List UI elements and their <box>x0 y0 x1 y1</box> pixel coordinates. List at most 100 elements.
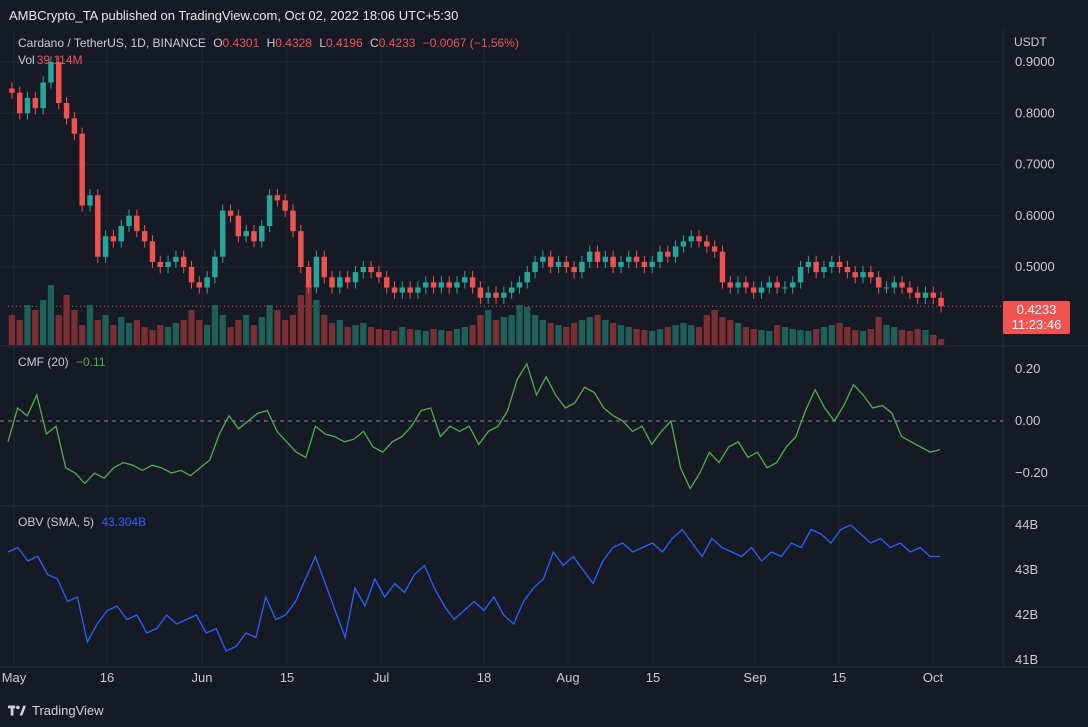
candle-body <box>344 277 351 283</box>
cmf-tick-label: 0.20 <box>1015 361 1040 376</box>
vol-label: Vol <box>18 53 35 67</box>
candle-body <box>852 272 858 278</box>
volume-bar <box>766 331 773 345</box>
candle-body <box>930 292 937 298</box>
candle-body <box>735 282 741 288</box>
volume-bar <box>118 317 125 345</box>
volume-bar <box>656 329 664 345</box>
candle-body <box>618 261 624 267</box>
volume-bar <box>828 325 835 345</box>
candle-body <box>56 62 62 103</box>
candle-body <box>360 267 367 273</box>
candle-body <box>743 282 749 288</box>
candle-body <box>774 282 780 288</box>
candle-body <box>649 261 655 267</box>
candle-body <box>555 261 562 267</box>
volume-bar <box>516 305 523 345</box>
volume-bar <box>859 331 867 345</box>
obv-panel <box>7 524 940 652</box>
volume-bar <box>227 327 234 345</box>
candle-body <box>907 287 913 293</box>
candle-body <box>594 251 601 262</box>
volume-bar <box>40 300 47 345</box>
candle-body <box>274 195 281 201</box>
volume-legend: Vol 39.114M <box>18 53 87 67</box>
volume-bar <box>703 315 710 345</box>
time-tick-label: 15 <box>646 670 660 685</box>
price-tick-label: 0.7000 <box>1015 157 1055 172</box>
candle-body <box>282 200 288 211</box>
volume-bar <box>898 330 906 345</box>
volume-bar <box>570 323 578 345</box>
candle-body <box>243 231 249 237</box>
volume-bar <box>773 325 781 345</box>
candle-body <box>766 282 773 288</box>
volume-bar <box>399 327 406 345</box>
candle-body <box>805 261 812 267</box>
candle-body <box>149 241 156 262</box>
volume-bar <box>375 329 383 345</box>
candle-body <box>727 282 734 288</box>
candle-body <box>63 103 70 119</box>
volume-bar <box>594 315 601 345</box>
obv-tick-label: 43B <box>1015 562 1038 577</box>
candle-body <box>454 282 460 288</box>
cmf-tick-label: 0.00 <box>1015 413 1040 428</box>
volume-bar <box>71 310 78 345</box>
candle-body <box>368 267 374 273</box>
candle-body <box>313 256 320 288</box>
price-tick-label: 0.8000 <box>1015 105 1055 120</box>
volume-bar <box>695 327 703 345</box>
candle-body <box>102 236 109 257</box>
volume-bar <box>469 325 476 345</box>
volume-bar <box>922 330 929 345</box>
high-value: 0.4328 <box>275 36 312 50</box>
volume-bar <box>8 315 16 345</box>
volume-bar <box>617 325 625 345</box>
candle-body <box>446 282 452 288</box>
volume-bar <box>282 320 289 345</box>
volume-bar <box>539 320 546 345</box>
grid-lines <box>0 30 1088 668</box>
volume-bar <box>321 315 328 345</box>
volume-bar <box>485 310 492 345</box>
candle-body <box>266 195 273 226</box>
volume-bar <box>414 330 422 345</box>
candle-body <box>696 236 702 242</box>
volume-bar <box>360 323 367 345</box>
obv-tick-label: 41B <box>1015 652 1038 667</box>
time-tick-label: 16 <box>100 670 114 685</box>
volume-bar <box>422 331 429 345</box>
volume-bar <box>446 331 453 345</box>
volume-bar <box>407 329 414 345</box>
volume-bar <box>164 327 172 345</box>
candle-body <box>196 282 203 288</box>
candle-body <box>477 287 484 298</box>
cmf-value: −0.11 <box>76 355 106 369</box>
volume-bar <box>555 325 562 345</box>
volume-bar <box>578 320 586 345</box>
volume-bar <box>141 327 148 345</box>
candle-body <box>32 97 39 109</box>
volume-bar <box>86 305 94 345</box>
time-tick-label: Jun <box>192 670 213 685</box>
volume-bar <box>180 320 187 345</box>
time-tick-label: Sep <box>743 670 766 685</box>
volume-bar <box>492 320 500 345</box>
tradingview-brand[interactable]: TradingView <box>8 703 104 718</box>
volume-bar <box>914 329 921 345</box>
publisher-bar: AMBCrypto_TA published on TradingView.co… <box>0 0 1088 30</box>
open-value: 0.4301 <box>222 36 260 50</box>
candle-body <box>758 287 765 293</box>
volume-bar <box>79 325 86 345</box>
volume-bar <box>883 325 890 345</box>
candle-body <box>524 272 530 283</box>
candle-body <box>508 287 515 293</box>
candle-body <box>547 256 554 267</box>
volume-bar <box>32 310 39 345</box>
volume-bar <box>531 315 539 345</box>
cmf-line <box>7 362 941 490</box>
obv-value: 43.304B <box>101 515 147 529</box>
volume-bar <box>391 331 398 345</box>
